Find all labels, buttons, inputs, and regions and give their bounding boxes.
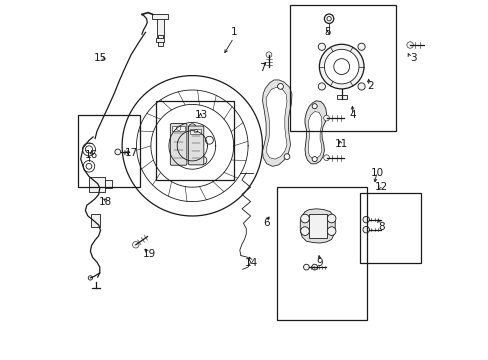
Circle shape (277, 84, 283, 89)
Circle shape (318, 83, 325, 90)
Circle shape (323, 155, 329, 161)
Circle shape (86, 163, 92, 169)
Circle shape (85, 146, 92, 153)
Text: 7: 7 (259, 63, 265, 73)
Polygon shape (300, 209, 335, 243)
Circle shape (318, 43, 325, 50)
Circle shape (82, 143, 95, 156)
Text: 4: 4 (348, 110, 355, 120)
Text: 14: 14 (244, 258, 258, 268)
Circle shape (176, 126, 181, 130)
Text: 5: 5 (324, 27, 330, 37)
Circle shape (300, 227, 309, 235)
Text: 9: 9 (316, 258, 323, 268)
Bar (359, 193, 420, 263)
Bar (91, 214, 100, 227)
Circle shape (88, 276, 92, 280)
Circle shape (326, 214, 335, 223)
Circle shape (311, 264, 317, 270)
Polygon shape (265, 87, 286, 159)
Bar (156, 38, 164, 42)
Bar (276, 187, 366, 320)
Circle shape (303, 264, 309, 270)
Text: 8: 8 (377, 222, 384, 232)
Circle shape (357, 83, 365, 90)
Circle shape (319, 44, 363, 89)
Bar (104, 180, 112, 188)
Circle shape (178, 156, 185, 164)
Text: 1: 1 (230, 27, 237, 37)
Circle shape (311, 104, 317, 109)
Text: 19: 19 (142, 249, 155, 259)
Circle shape (115, 149, 121, 155)
Bar (308, 214, 326, 238)
Circle shape (132, 242, 139, 248)
Text: 11: 11 (334, 139, 347, 149)
Circle shape (362, 226, 368, 233)
Text: 15: 15 (94, 53, 107, 63)
Polygon shape (305, 101, 326, 164)
Circle shape (323, 115, 329, 121)
Circle shape (324, 49, 358, 84)
Circle shape (284, 154, 289, 159)
Text: 16: 16 (85, 150, 98, 160)
Bar (337, 95, 346, 99)
Bar (172, 126, 184, 131)
Circle shape (171, 136, 179, 144)
Text: 10: 10 (370, 168, 384, 178)
Circle shape (311, 157, 317, 162)
Circle shape (194, 129, 197, 133)
Circle shape (326, 17, 330, 21)
Circle shape (265, 52, 271, 58)
Text: 6: 6 (262, 218, 269, 228)
Circle shape (326, 227, 335, 235)
Text: 12: 12 (374, 182, 387, 192)
Circle shape (199, 156, 206, 164)
Bar (156, 101, 233, 180)
Text: 18: 18 (99, 197, 112, 207)
Bar (152, 14, 167, 19)
Circle shape (83, 161, 95, 172)
Bar (190, 129, 201, 134)
Circle shape (324, 14, 333, 23)
Circle shape (300, 214, 309, 223)
Text: 3: 3 (409, 53, 416, 63)
Bar (157, 17, 163, 37)
Polygon shape (262, 80, 291, 166)
Bar (158, 35, 163, 46)
Circle shape (357, 43, 365, 50)
Bar (89, 177, 105, 192)
FancyBboxPatch shape (170, 123, 186, 165)
Circle shape (362, 216, 368, 223)
Bar (78, 115, 140, 187)
Circle shape (333, 59, 349, 75)
Text: 2: 2 (366, 81, 373, 91)
Polygon shape (307, 112, 321, 158)
Circle shape (205, 136, 213, 144)
Text: 13: 13 (194, 110, 207, 120)
Text: 17: 17 (124, 148, 138, 158)
FancyBboxPatch shape (188, 126, 203, 165)
Circle shape (188, 124, 196, 132)
Bar (289, 5, 395, 131)
Circle shape (406, 42, 412, 48)
